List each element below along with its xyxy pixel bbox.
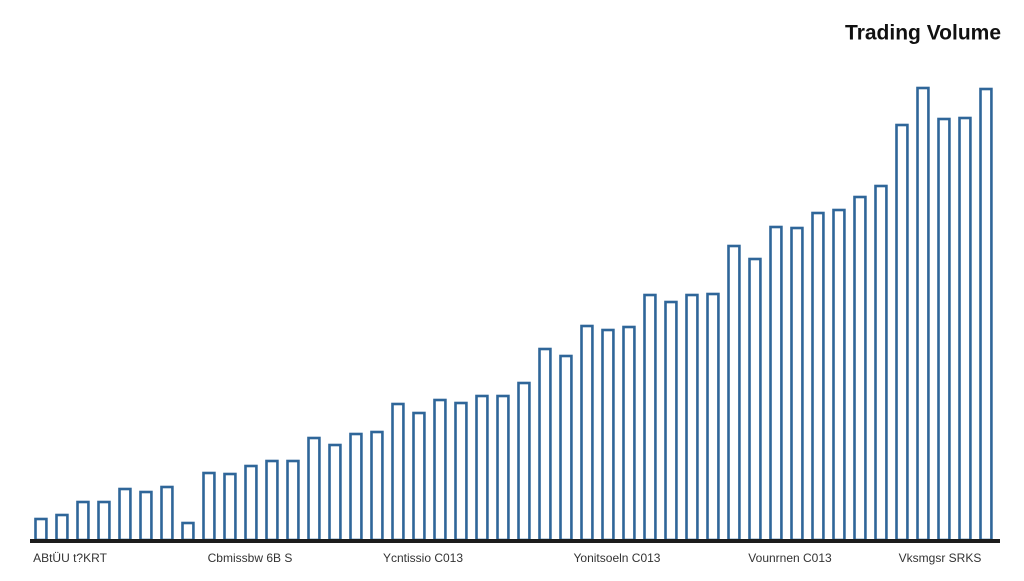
bar <box>265 459 279 542</box>
bar <box>958 116 972 542</box>
bar <box>307 436 321 542</box>
bar <box>832 208 846 542</box>
bar <box>454 401 468 542</box>
bar <box>160 485 174 542</box>
bar <box>622 325 636 542</box>
x-tick-label: ABtÜU t?KRT <box>33 551 107 565</box>
bar <box>475 394 489 542</box>
bar <box>118 487 132 542</box>
bar <box>895 123 909 542</box>
bar <box>517 381 531 542</box>
bar <box>853 195 867 542</box>
bar <box>706 292 720 542</box>
bar <box>580 324 594 542</box>
bar <box>328 443 342 542</box>
bar <box>76 500 90 542</box>
bar <box>496 394 510 542</box>
bar <box>370 430 384 542</box>
bar <box>97 500 111 542</box>
bar <box>916 86 930 542</box>
bar <box>391 402 405 542</box>
bar <box>790 226 804 542</box>
bar <box>202 471 216 542</box>
bar <box>685 293 699 542</box>
x-tick-label: Ycntissio C013 <box>383 551 463 565</box>
bar <box>727 244 741 542</box>
bar <box>433 398 447 542</box>
bar <box>601 328 615 542</box>
x-tick-label: Cbmissbw 6B S <box>208 551 293 565</box>
bar <box>244 464 258 542</box>
chart-title: Trading Volume <box>845 22 1001 45</box>
bar <box>538 347 552 542</box>
bar <box>811 211 825 542</box>
bar <box>349 432 363 542</box>
bar <box>643 293 657 542</box>
bar <box>181 521 195 542</box>
bar <box>55 513 69 542</box>
x-tick-label: Vksmgsr SRKS <box>899 551 982 565</box>
bar <box>34 517 48 542</box>
bar <box>139 490 153 542</box>
x-tick-label: Vounrnen C013 <box>748 551 832 565</box>
bar <box>937 117 951 542</box>
bar <box>223 472 237 542</box>
bar <box>286 459 300 542</box>
bar <box>748 257 762 542</box>
bar <box>559 354 573 542</box>
bar <box>769 225 783 542</box>
bar <box>979 87 993 542</box>
bar <box>664 300 678 542</box>
bar <box>412 411 426 542</box>
x-tick-label: Yonitsoeln C013 <box>574 551 661 565</box>
bar <box>874 184 888 542</box>
